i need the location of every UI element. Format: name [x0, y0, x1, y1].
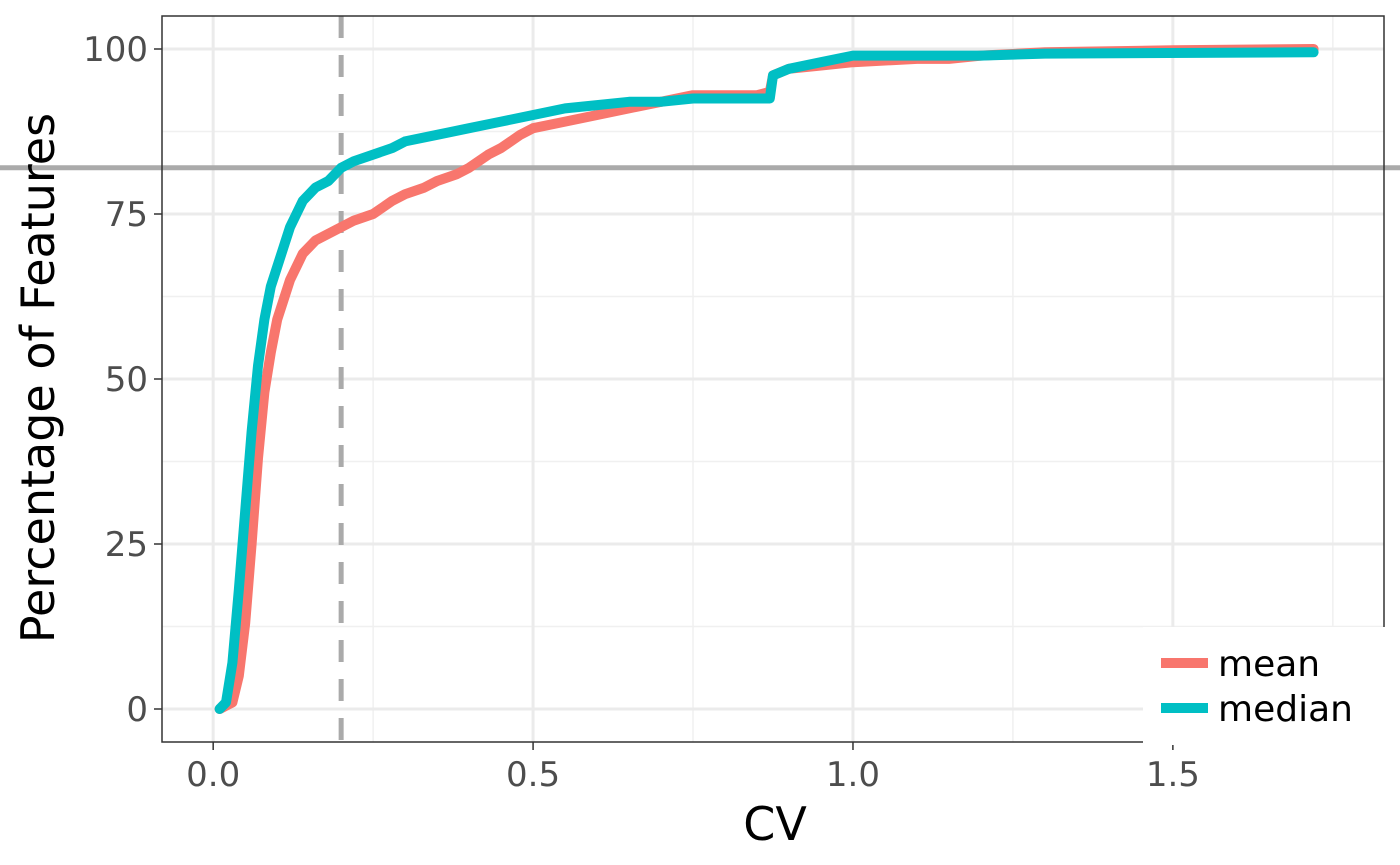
series-line-median — [214, 47, 1319, 714]
x-tick-labels: 0.0 0.5 1.0 1.5 — [186, 755, 1200, 795]
y-axis-title: Percentage of Features — [11, 113, 65, 643]
axis-ticks — [154, 48, 1174, 750]
y-tick-label: 75 — [105, 195, 148, 235]
x-tick-label: 1.5 — [1146, 755, 1200, 795]
x-tick-label: 0.5 — [506, 755, 560, 795]
legend-label-median: median — [1218, 689, 1353, 730]
legend-label-mean: mean — [1218, 644, 1320, 685]
y-tick-label: 100 — [83, 30, 148, 70]
y-tick-labels: 0 25 50 75 100 — [83, 30, 148, 730]
y-tick-label: 0 — [126, 690, 148, 730]
y-tick-label: 50 — [105, 360, 148, 400]
y-tick-label: 25 — [105, 525, 148, 565]
legend-background — [1143, 627, 1400, 745]
x-axis-title: CV — [743, 797, 807, 851]
x-tick-label: 0.0 — [186, 755, 240, 795]
series-lines — [214, 44, 1319, 714]
reference-lines — [0, 16, 1400, 742]
x-tick-label: 1.0 — [826, 755, 880, 795]
